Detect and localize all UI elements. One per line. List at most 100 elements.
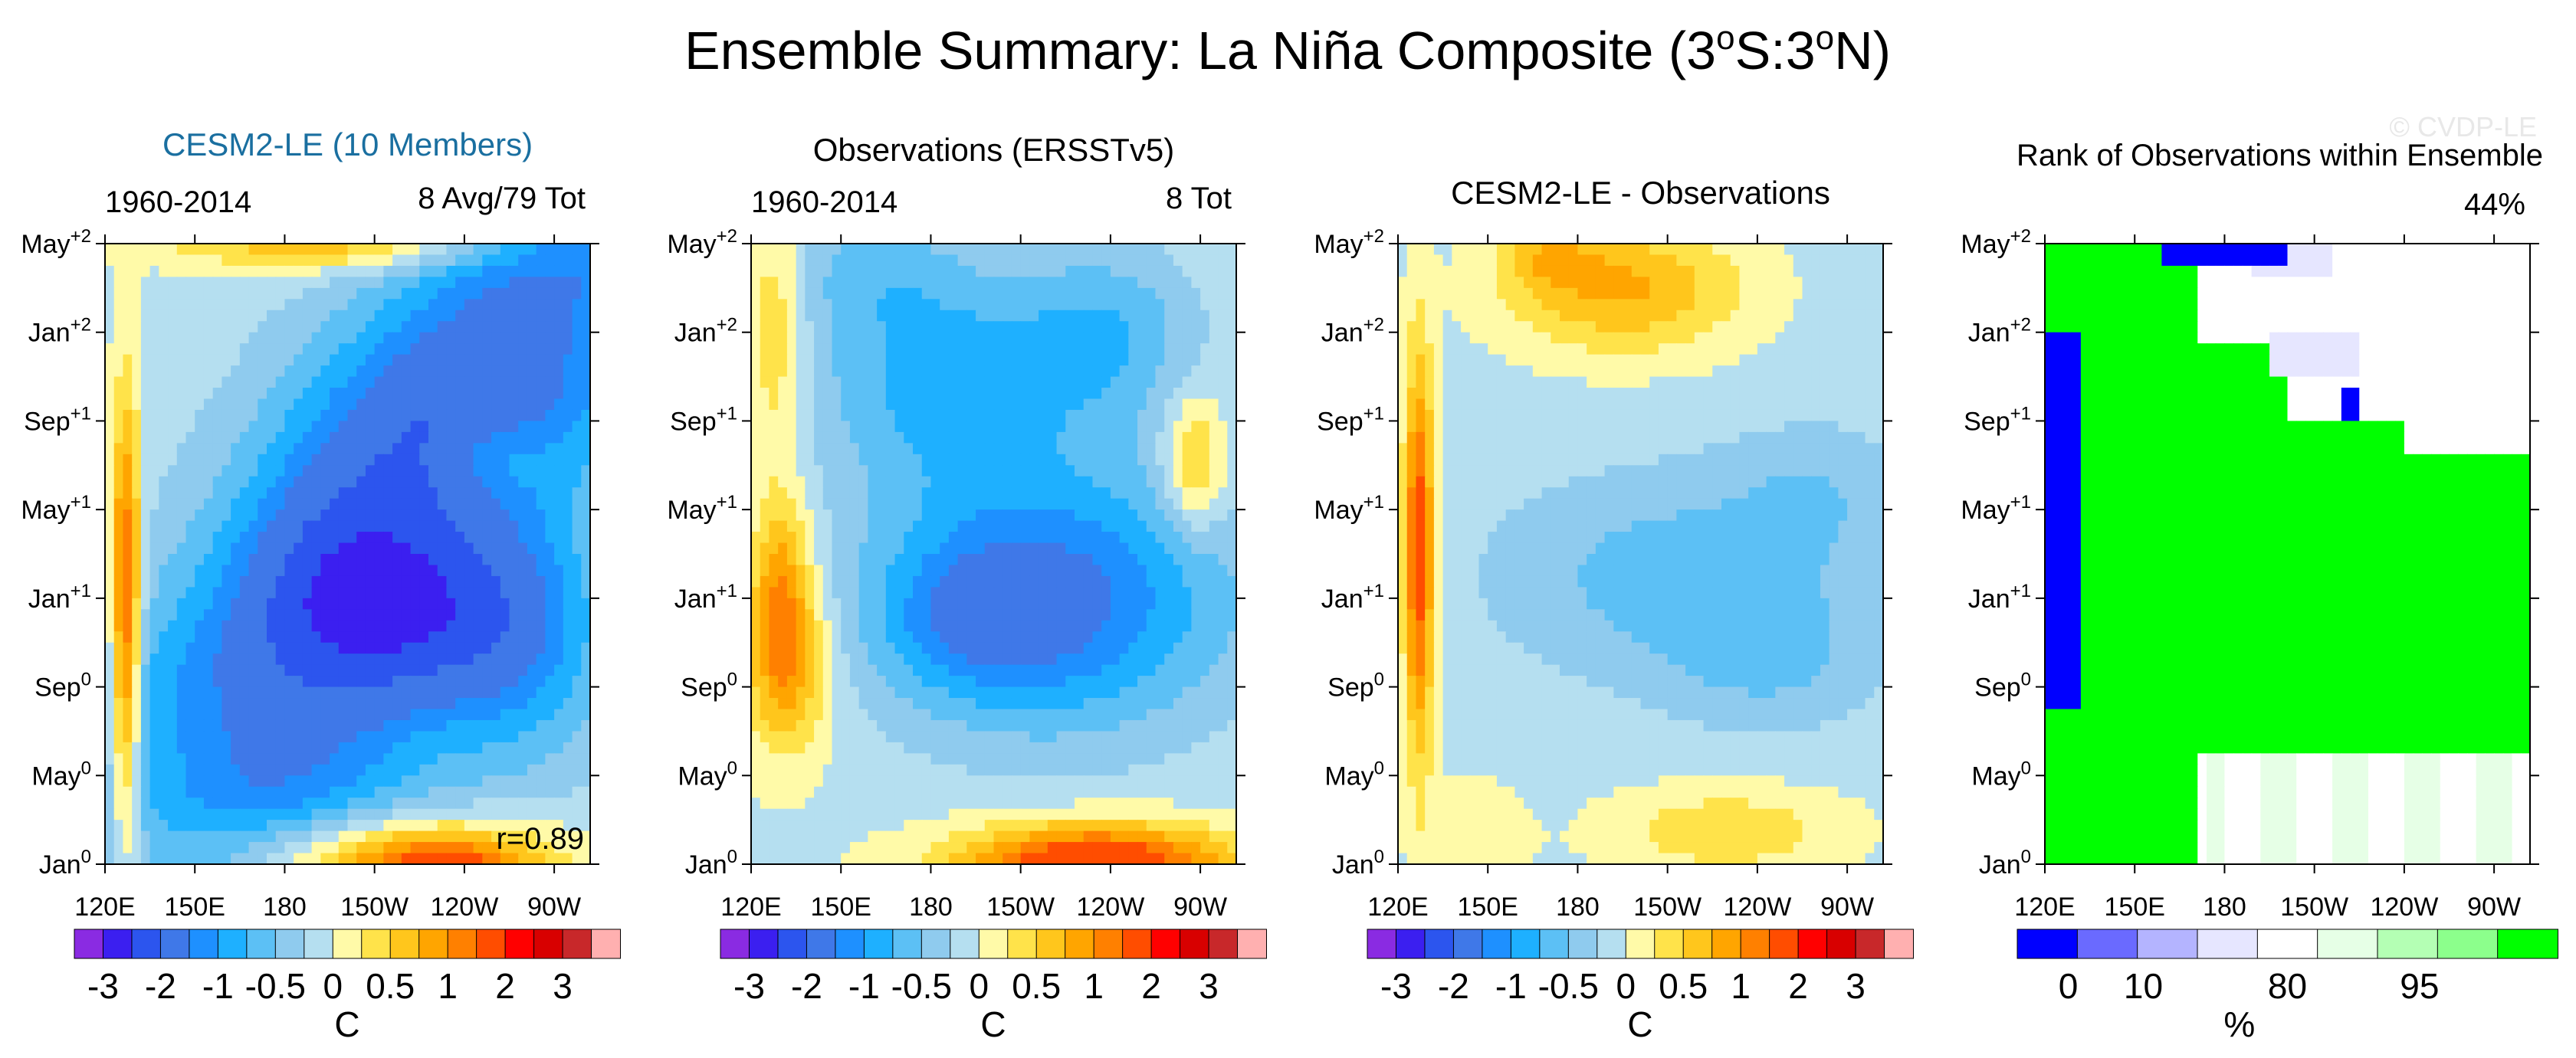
heat-cell bbox=[1209, 265, 1219, 277]
heat-cell bbox=[1128, 476, 1138, 488]
heat-cell bbox=[1137, 565, 1147, 577]
heat-cell bbox=[168, 388, 178, 400]
heat-cell bbox=[428, 287, 438, 300]
heat-cell bbox=[822, 254, 833, 267]
heat-cell bbox=[302, 686, 313, 699]
heat-cell bbox=[904, 532, 914, 544]
heat-cell bbox=[858, 254, 868, 267]
heat-cell bbox=[356, 686, 366, 699]
heat-cell bbox=[572, 365, 582, 378]
heat-cell bbox=[948, 398, 959, 411]
heat-cell bbox=[302, 842, 313, 854]
heat-cell bbox=[1173, 487, 1183, 500]
heat-cell bbox=[1137, 532, 1147, 544]
heat-cell bbox=[822, 454, 833, 466]
heat-cell bbox=[545, 653, 555, 666]
heat-cell bbox=[536, 676, 546, 688]
heat-cell bbox=[1182, 542, 1192, 555]
heat-cell bbox=[921, 265, 932, 277]
heat-cell bbox=[176, 820, 187, 832]
heat-cell bbox=[751, 354, 761, 366]
heat-cell bbox=[231, 454, 241, 466]
heat-cell bbox=[518, 820, 528, 832]
heat-cell bbox=[921, 431, 932, 444]
heat-cell bbox=[769, 542, 779, 555]
heat-cell bbox=[455, 487, 465, 500]
heat-cell bbox=[921, 620, 932, 632]
heat-cell bbox=[1056, 509, 1066, 522]
heat-cell bbox=[1101, 575, 1111, 588]
heat-cell bbox=[1173, 532, 1183, 544]
heat-cell bbox=[195, 476, 205, 488]
heat-cell bbox=[311, 598, 321, 610]
heat-cell bbox=[275, 719, 286, 732]
heat-cell bbox=[258, 575, 267, 588]
heat-cell bbox=[330, 376, 340, 388]
heat-cell bbox=[563, 664, 573, 676]
heat-cell bbox=[500, 343, 510, 355]
heat-cell bbox=[563, 842, 573, 854]
heat-cell bbox=[473, 254, 483, 267]
heat-cell bbox=[1029, 487, 1039, 500]
heat-cell bbox=[1191, 299, 1201, 311]
heat-cell bbox=[320, 719, 330, 732]
heat-cell bbox=[858, 332, 868, 344]
heat-cell bbox=[320, 321, 330, 333]
heat-cell bbox=[159, 310, 169, 322]
heat-cell bbox=[822, 409, 833, 422]
heat-cell bbox=[930, 509, 940, 522]
heat-cell bbox=[877, 465, 887, 477]
heat-cell bbox=[1020, 409, 1030, 422]
heat-cell bbox=[392, 620, 402, 632]
heat-cell bbox=[1083, 277, 1094, 289]
heat-cell bbox=[518, 498, 528, 510]
heat-cell bbox=[751, 277, 761, 289]
heat-cell bbox=[231, 808, 241, 821]
heat-cell bbox=[760, 620, 770, 632]
heat-cell bbox=[482, 365, 492, 378]
heat-cell bbox=[410, 565, 420, 577]
heat-cell bbox=[473, 653, 483, 666]
colorbar-swatch bbox=[102, 929, 133, 959]
heat-cell bbox=[401, 476, 412, 488]
heat-cell bbox=[446, 798, 456, 810]
heat-cell bbox=[231, 753, 241, 765]
heat-cell bbox=[545, 853, 555, 865]
heat-cell bbox=[1065, 620, 1075, 632]
heat-cell bbox=[1083, 609, 1094, 621]
heat-cell bbox=[294, 731, 304, 743]
heat-cell bbox=[1065, 554, 1075, 566]
heat-cell bbox=[868, 454, 878, 466]
heat-cell bbox=[168, 731, 178, 743]
heat-cell bbox=[572, 476, 582, 488]
heat-cell bbox=[338, 554, 349, 566]
heat-cell bbox=[176, 509, 187, 522]
heat-cell bbox=[1029, 620, 1039, 632]
heat-cell bbox=[401, 653, 412, 666]
heat-cell bbox=[222, 642, 231, 654]
heat-cell bbox=[464, 798, 474, 810]
heat-cell bbox=[581, 321, 591, 333]
heat-cell bbox=[948, 244, 959, 256]
heat-cell bbox=[374, 454, 384, 466]
heat-cell bbox=[330, 487, 340, 500]
heat-cell bbox=[123, 244, 133, 256]
heat-cell bbox=[437, 609, 448, 621]
heat-cell bbox=[858, 321, 868, 333]
heat-cell bbox=[805, 287, 815, 300]
heat-cell bbox=[1191, 321, 1201, 333]
heat-cell bbox=[948, 532, 959, 544]
heat-cell bbox=[231, 642, 241, 654]
heat-cell bbox=[769, 554, 779, 566]
heat-cell bbox=[1020, 532, 1030, 544]
heat-cell bbox=[1092, 532, 1102, 544]
heat-cell bbox=[491, 299, 501, 311]
heat-cell bbox=[894, 310, 904, 322]
plot-frame bbox=[104, 243, 591, 865]
heat-cell bbox=[500, 642, 510, 654]
heat-cell bbox=[1119, 454, 1129, 466]
heat-cell bbox=[1209, 365, 1219, 378]
heat-cell bbox=[473, 287, 483, 300]
heat-cell bbox=[338, 398, 349, 411]
heat-cell bbox=[105, 731, 115, 743]
